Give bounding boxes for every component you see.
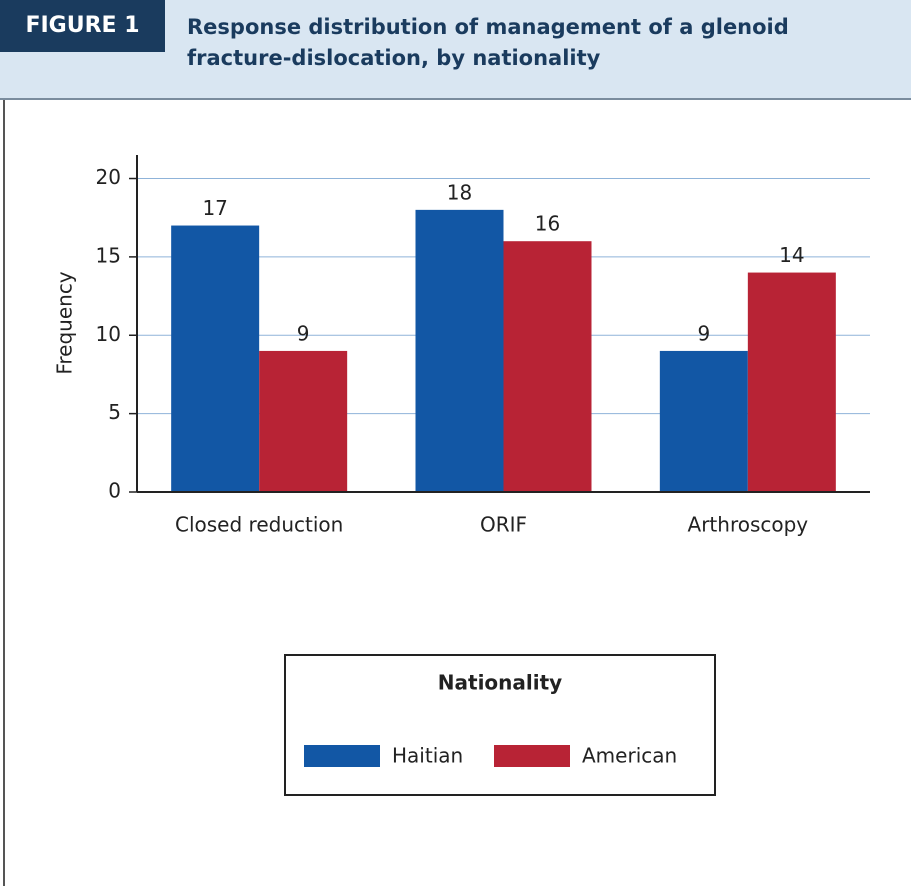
bar [747, 272, 836, 492]
legend-swatch [304, 745, 380, 767]
data-label: 9 [297, 321, 310, 345]
bar [659, 350, 748, 492]
x-tick-label: ORIF [480, 513, 527, 537]
y-axis-label: Frequency [53, 271, 77, 374]
y-tick-label: 0 [108, 479, 121, 503]
y-tick-label: 10 [96, 322, 121, 346]
data-label: 17 [202, 196, 227, 220]
data-label: 14 [779, 243, 804, 267]
legend-box [284, 654, 716, 796]
bar [259, 350, 348, 492]
figure-label: FIGURE 1 [0, 0, 165, 52]
legend-label: American [582, 744, 677, 768]
legend-title: Nationality [438, 671, 562, 695]
legend-label: Haitian [392, 744, 463, 768]
chart-title: Response distribution of management of a… [187, 15, 789, 70]
x-tick-label: Arthroscopy [688, 513, 809, 537]
figure-header: FIGURE 1 Response distribution of manage… [0, 0, 911, 100]
legend-swatch [494, 745, 570, 767]
bar [415, 209, 504, 492]
x-tick-label: Closed reduction [175, 513, 343, 537]
bar [503, 241, 592, 492]
data-label: 9 [697, 321, 710, 345]
bar [171, 225, 260, 492]
y-tick-label: 20 [96, 165, 121, 189]
data-label: 16 [535, 212, 560, 236]
data-label: 18 [447, 180, 472, 204]
y-tick-label: 15 [96, 243, 121, 267]
y-tick-label: 5 [108, 400, 121, 424]
